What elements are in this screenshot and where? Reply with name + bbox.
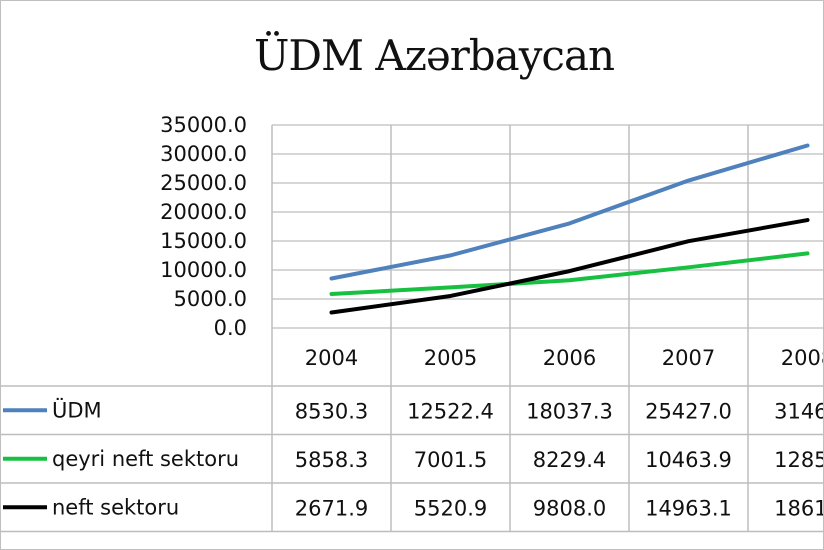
y-tick-label: 20000.0 (160, 200, 247, 224)
y-tick-label: 5000.0 (174, 287, 247, 311)
x-tick-label: 2005 (424, 346, 477, 370)
y-tick-label: 30000.0 (160, 142, 247, 166)
chart-title: ÜDM Azərbaycan (253, 31, 615, 80)
data-label: 31468 (774, 399, 824, 423)
x-tick-label: 2006 (543, 346, 596, 370)
y-tick-label: 35000.0 (160, 113, 247, 137)
data-label: 5858.3 (295, 448, 368, 472)
data-label: 12858 (774, 448, 824, 472)
y-tick-label: 10000.0 (160, 258, 247, 282)
data-label: 9808.0 (533, 496, 606, 520)
data-label: 18610 (774, 496, 824, 520)
data-label: 25427.0 (645, 399, 732, 423)
legend-label: qeyri neft sektoru (52, 447, 239, 471)
x-tick-label: 2004 (305, 346, 358, 370)
data-label: 5520.9 (414, 496, 487, 520)
data-label: 8229.4 (533, 448, 606, 472)
x-tick-label: 2008 (781, 346, 824, 370)
series-line (329, 251, 810, 297)
legend-label: ÜDM (52, 397, 102, 422)
legend-label: neft sektoru (52, 495, 179, 519)
data-label: 14963.1 (645, 496, 732, 520)
data-label: 10463.9 (645, 448, 732, 472)
y-tick-label: 25000.0 (160, 171, 247, 195)
y-tick-label: 15000.0 (160, 229, 247, 253)
data-label: 7001.5 (414, 448, 487, 472)
data-label: 12522.4 (407, 399, 494, 423)
x-tick-label: 2007 (662, 346, 715, 370)
data-label: 8530.3 (295, 399, 368, 423)
data-label: 2671.9 (295, 496, 368, 520)
data-label: 18037.3 (526, 399, 613, 423)
y-tick-label: 0.0 (214, 316, 247, 340)
